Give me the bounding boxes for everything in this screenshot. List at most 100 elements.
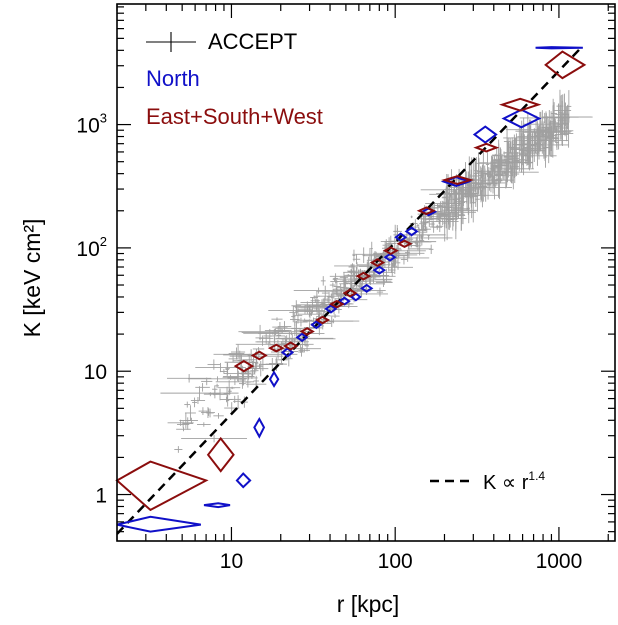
esw-diamond bbox=[206, 436, 235, 473]
accept-point bbox=[284, 334, 301, 350]
north-diamond bbox=[253, 416, 266, 439]
accept-point bbox=[540, 134, 548, 138]
accept-point bbox=[373, 249, 425, 258]
north-diamond bbox=[383, 252, 397, 262]
accept-point bbox=[375, 279, 393, 285]
accept-point bbox=[190, 397, 206, 405]
north-diamond bbox=[268, 370, 280, 388]
accept-point bbox=[515, 151, 520, 170]
accept-point bbox=[419, 212, 429, 225]
accept-point bbox=[209, 388, 221, 399]
accept-point bbox=[426, 217, 459, 226]
accept-point bbox=[522, 144, 533, 156]
accept-point bbox=[503, 126, 511, 157]
north-diamond bbox=[472, 125, 498, 144]
accept-point bbox=[174, 446, 183, 453]
accept-point bbox=[339, 272, 349, 283]
accept-point bbox=[188, 376, 247, 382]
accept-point bbox=[219, 369, 228, 374]
accept-point bbox=[250, 367, 259, 374]
esw-diamond bbox=[498, 97, 542, 112]
accept-point bbox=[223, 370, 254, 383]
accept-point bbox=[418, 213, 459, 221]
accept-point bbox=[429, 221, 438, 233]
accept-point bbox=[382, 240, 389, 256]
accept-point bbox=[268, 306, 325, 316]
accept-point bbox=[452, 194, 459, 240]
accept-point bbox=[200, 407, 215, 419]
north-diamond bbox=[310, 320, 323, 330]
fit-legend: K ∝ r1.4 bbox=[430, 469, 545, 494]
north-diamond bbox=[394, 232, 408, 243]
accept-point bbox=[336, 283, 345, 291]
accept-point bbox=[345, 286, 349, 291]
accept-point bbox=[213, 388, 227, 401]
accept-point bbox=[444, 202, 452, 212]
accept-point bbox=[348, 265, 356, 269]
legend-north-label: North bbox=[146, 66, 200, 91]
accept-point bbox=[293, 287, 344, 294]
accept-point bbox=[233, 395, 244, 408]
fit-legend-label: K ∝ r1.4 bbox=[483, 469, 545, 494]
accept-point bbox=[558, 104, 563, 121]
accept-point bbox=[540, 131, 546, 138]
accept-point bbox=[523, 135, 534, 141]
accept-point bbox=[417, 224, 428, 241]
accept-point bbox=[197, 422, 211, 427]
accept-point bbox=[527, 123, 531, 170]
accept-point bbox=[388, 263, 396, 277]
accept-point bbox=[546, 132, 552, 164]
accept-point bbox=[352, 254, 361, 265]
accept-point bbox=[542, 104, 593, 130]
accept-point bbox=[362, 247, 365, 263]
accept-point bbox=[416, 224, 420, 227]
north-diamond bbox=[501, 108, 542, 129]
accept-point bbox=[522, 146, 532, 166]
accept-point bbox=[481, 170, 485, 182]
esw-diamond bbox=[369, 258, 386, 268]
accept-point bbox=[558, 124, 564, 128]
accept-point bbox=[238, 378, 246, 389]
accept-point bbox=[258, 332, 274, 344]
accept-point bbox=[213, 412, 224, 419]
accept-point bbox=[176, 427, 191, 432]
accept-point bbox=[357, 285, 363, 289]
north-diamond bbox=[324, 304, 338, 314]
accept-point bbox=[182, 417, 194, 430]
accept-point bbox=[294, 317, 308, 327]
y-axis-label: K [keV cm²] bbox=[19, 219, 45, 338]
accept-point bbox=[554, 126, 558, 134]
accept-point bbox=[453, 187, 470, 231]
accept-point bbox=[218, 380, 241, 396]
accept-point bbox=[345, 276, 356, 291]
esw-diamond bbox=[314, 315, 331, 325]
accept-point bbox=[253, 375, 259, 387]
accept-point bbox=[370, 241, 373, 256]
accept-point bbox=[229, 348, 284, 364]
accept-point bbox=[334, 262, 380, 270]
accept-point bbox=[366, 256, 371, 270]
accept-point bbox=[329, 316, 335, 328]
accept-point bbox=[391, 259, 396, 268]
accept-point bbox=[198, 407, 208, 416]
accept-point bbox=[504, 147, 512, 167]
accept-point bbox=[372, 250, 378, 258]
accept-point bbox=[275, 356, 288, 364]
accept-point bbox=[184, 405, 196, 421]
accept-point bbox=[346, 301, 352, 306]
esw-diamond bbox=[115, 460, 209, 512]
accept-point bbox=[225, 362, 229, 377]
north-diamond bbox=[535, 46, 583, 50]
accept-point bbox=[438, 213, 449, 217]
accept-point bbox=[442, 188, 464, 227]
north-diamond bbox=[235, 472, 252, 489]
accept-point bbox=[231, 344, 246, 360]
series-layer bbox=[115, 46, 587, 533]
accept-point bbox=[419, 217, 424, 231]
accept-point bbox=[555, 103, 562, 126]
accept-point bbox=[554, 94, 572, 127]
esw-diamond bbox=[250, 350, 268, 361]
accept-point bbox=[228, 395, 241, 403]
accept-point bbox=[329, 282, 336, 288]
